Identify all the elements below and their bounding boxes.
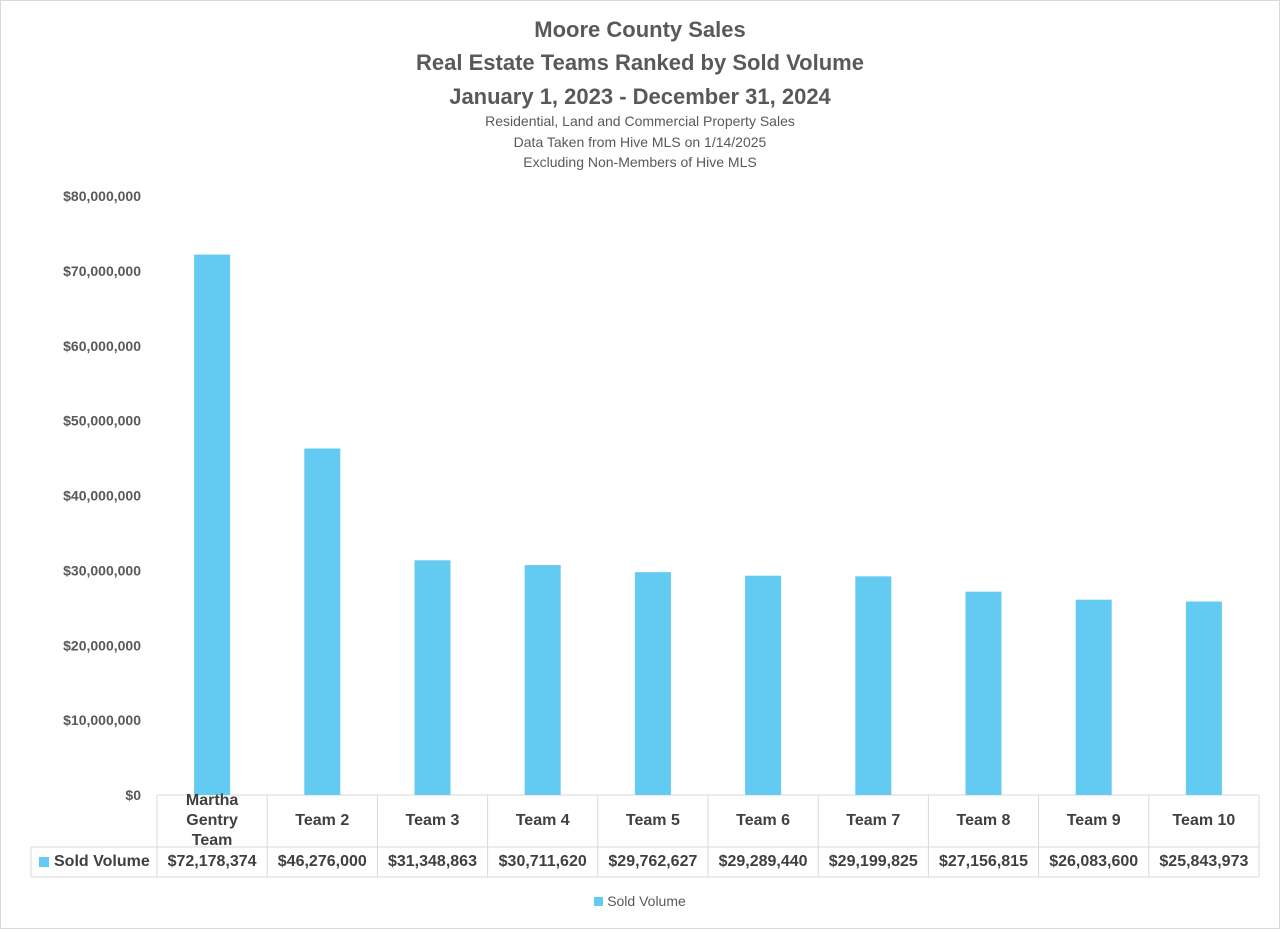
- legend-swatch: [594, 897, 604, 906]
- bar: [304, 448, 341, 795]
- y-tick-label: $0: [125, 787, 141, 803]
- x-tick-label: Martha Gentry Team: [185, 792, 239, 849]
- data-table-value: $31,348,863: [387, 853, 477, 870]
- x-tick-label: Team 2: [295, 812, 350, 829]
- chart-title: Moore County Sales: [534, 17, 746, 42]
- x-tick-label: Team 5: [625, 812, 680, 829]
- legend: Sold Volume: [1, 893, 1279, 909]
- x-tick-label: Team 9: [1066, 812, 1121, 829]
- bar: [1185, 601, 1222, 795]
- data-table-value: $27,156,815: [938, 853, 1028, 870]
- bar: [524, 565, 561, 795]
- y-tick-label: $30,000,000: [63, 562, 141, 578]
- bar: [194, 254, 231, 795]
- data-table-value: $25,843,973: [1159, 853, 1249, 870]
- y-tick-label: $60,000,000: [63, 338, 141, 354]
- x-tick-label: Team 6: [736, 812, 791, 829]
- y-tick-label: $10,000,000: [63, 712, 141, 728]
- series-name: Sold Volume: [54, 853, 150, 870]
- chart-subtitle-line-2: Data Taken from Hive MLS on 1/14/2025: [513, 134, 767, 150]
- legend-label: Sold Volume: [607, 893, 686, 909]
- bar: [1075, 599, 1112, 795]
- y-tick-label: $70,000,000: [63, 263, 141, 279]
- data-table-value: $26,083,600: [1049, 853, 1139, 870]
- data-table-value: $30,711,620: [498, 853, 587, 870]
- y-tick-label: $20,000,000: [63, 637, 141, 653]
- data-table-value: $29,762,627: [608, 853, 698, 870]
- bar: [855, 576, 892, 795]
- bar: [965, 591, 1002, 795]
- x-tick-label: Team 8: [956, 812, 1011, 829]
- y-tick-label: $80,000,000: [63, 188, 141, 204]
- x-tick-label: Team 10: [1172, 812, 1236, 829]
- data-table-value: $29,289,440: [718, 853, 808, 870]
- x-tick-label: Team 3: [405, 812, 460, 829]
- chart-subtitle-line-3: Excluding Non-Members of Hive MLS: [523, 154, 757, 170]
- chart-title-line-2: Real Estate Teams Ranked by Sold Volume: [416, 50, 864, 75]
- data-table-value: $46,276,000: [277, 853, 367, 870]
- bar: [634, 572, 671, 795]
- y-tick-label: $50,000,000: [63, 413, 141, 429]
- data-table-value: $72,178,374: [167, 853, 257, 870]
- x-tick-label: Team 4: [515, 812, 570, 829]
- data-table-value: $29,199,825: [828, 853, 918, 870]
- y-tick-label: $40,000,000: [63, 488, 141, 504]
- bar: [414, 560, 451, 795]
- x-tick-label: Team 7: [846, 812, 901, 829]
- chart-subtitle-line-1: Residential, Land and Commercial Propert…: [485, 113, 795, 129]
- bar: [745, 575, 782, 795]
- data-table-series-label: Sold Volume: [37, 847, 157, 877]
- series-swatch: [39, 857, 49, 867]
- chart-title-line-3: January 1, 2023 - December 31, 2024: [449, 84, 831, 109]
